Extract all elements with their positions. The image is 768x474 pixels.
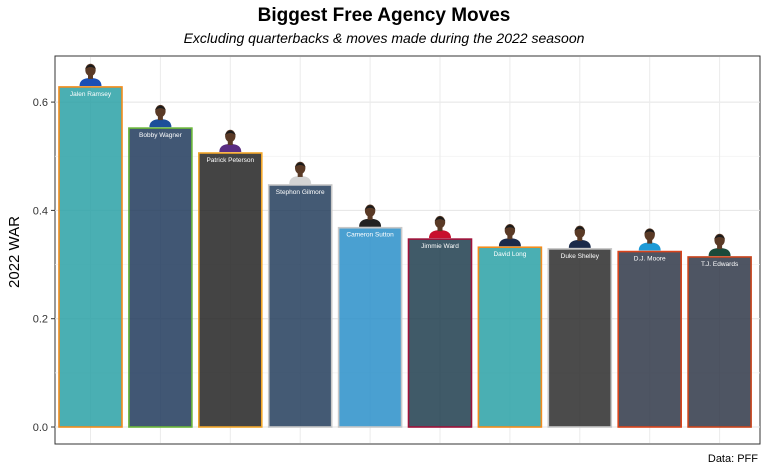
bar-player-label: Duke Shelley <box>561 253 600 260</box>
bar <box>267 184 333 428</box>
bar-player-label: David Long <box>493 251 526 258</box>
y-tick-label: 0.0 <box>33 422 48 434</box>
y-tick-label: 0.4 <box>33 205 48 217</box>
bar-group: Cameron Sutton <box>337 204 403 428</box>
bar-group: Jalen Ramsey <box>58 63 123 428</box>
y-axis-label: 2022 WAR <box>6 216 23 288</box>
player-headshot-icon <box>568 225 591 248</box>
player-headshot-icon <box>79 63 102 86</box>
y-axis: 0.0 0.2 0.4 0.6 <box>33 97 55 434</box>
player-headshot-icon <box>498 224 521 247</box>
bar <box>687 256 752 428</box>
bar <box>407 238 473 428</box>
bar <box>477 246 543 428</box>
bar-group: Patrick Peterson <box>198 129 263 428</box>
bar <box>337 226 403 428</box>
bar-player-label: Cameron Sutton <box>346 232 394 239</box>
bar-player-label: Jalen Ramsey <box>70 91 112 98</box>
bar-player-label: Bobby Wagner <box>139 132 183 139</box>
bar <box>617 250 683 428</box>
player-headshot-icon <box>708 233 731 256</box>
chart-title: Biggest Free Agency Moves <box>257 5 511 26</box>
bars: Jalen Ramsey Bobby Wagner Patrick Peterson… <box>58 63 752 428</box>
bar-player-label: T.J. Edwards <box>701 261 739 268</box>
player-headshot-icon <box>638 228 661 251</box>
bar-player-label: Jimmie Ward <box>421 243 459 250</box>
bar-group: Stephon Gilmore <box>267 161 333 428</box>
player-headshot-icon <box>149 104 172 128</box>
bar <box>547 248 613 428</box>
bar-player-label: Patrick Peterson <box>206 157 254 164</box>
chart-subtitle: Excluding quarterbacks & moves made duri… <box>183 30 585 46</box>
bar-player-label: D.J. Moore <box>634 256 666 263</box>
player-headshot-icon <box>429 215 451 239</box>
bar <box>58 86 123 428</box>
player-headshot-icon <box>219 129 242 153</box>
y-tick-label: 0.6 <box>33 97 48 109</box>
bar-group: David Long <box>477 224 543 428</box>
player-headshot-icon <box>359 204 382 227</box>
player-headshot-icon <box>289 161 312 184</box>
bar <box>128 127 193 428</box>
bar-group: T.J. Edwards <box>687 233 752 428</box>
bar <box>198 152 263 428</box>
y-tick-label: 0.2 <box>33 314 48 326</box>
bar-group: Duke Shelley <box>547 225 613 428</box>
bar-group: D.J. Moore <box>617 228 683 428</box>
bar-player-label: Stephon Gilmore <box>276 189 325 196</box>
data-source-caption: Data: PFF <box>707 453 758 465</box>
bar-group: Jimmie Ward <box>407 215 473 428</box>
bar-group: Bobby Wagner <box>128 104 193 428</box>
